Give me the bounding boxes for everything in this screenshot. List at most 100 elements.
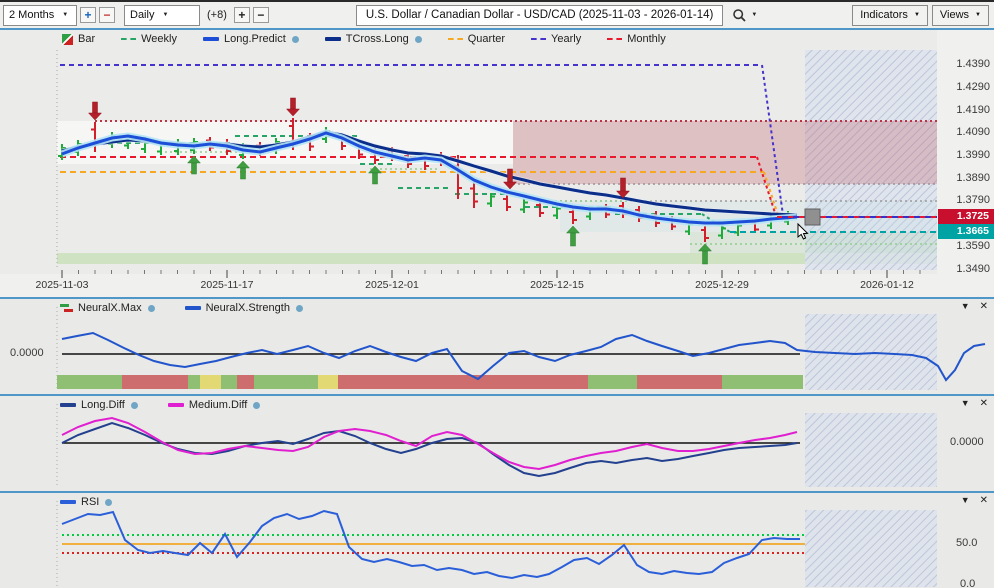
- price-axis-label: 1.4390: [956, 58, 990, 70]
- price-legend-item-monthly[interactable]: Monthly: [607, 33, 666, 45]
- resistance-zone: [513, 121, 937, 184]
- indicators-button[interactable]: Indicators ▼: [852, 4, 928, 26]
- chevron-down-icon[interactable]: ▼: [751, 12, 758, 18]
- line-swatch-icon: [167, 403, 184, 407]
- buy-arrow-8: [697, 243, 713, 265]
- medium-diff-line: [61, 416, 798, 471]
- diff-legend-item-long-diff[interactable]: Long.Diff: [60, 399, 138, 411]
- info-icon[interactable]: [291, 35, 299, 43]
- neuralx-legend-item-neuralx-max[interactable]: NeuralX.Max: [60, 302, 155, 314]
- rsi-0-label: 0.0: [960, 578, 976, 588]
- price-legend-item-weekly[interactable]: Weekly: [121, 33, 177, 45]
- neuralx-legend-item-neuralx-strength[interactable]: NeuralX.Strength: [184, 302, 303, 314]
- line-swatch-icon: [184, 306, 201, 310]
- price-legend-item-quarter[interactable]: Quarter: [447, 33, 505, 45]
- date-axis-label: 2026-01-12: [860, 279, 914, 291]
- legend-label: Weekly: [141, 33, 177, 45]
- price-bar-31: [569, 208, 577, 224]
- date-axis-label: 2025-11-17: [200, 279, 254, 291]
- price-legend-item-yearly[interactable]: Yearly: [531, 33, 581, 45]
- views-button[interactable]: Views ▼: [931, 4, 989, 26]
- neuralx-strip-segment-7: [318, 375, 338, 389]
- interval-select[interactable]: Daily ▼: [124, 4, 200, 26]
- info-icon[interactable]: [105, 498, 113, 506]
- collapse-panel-icon[interactable]: ▼: [960, 495, 970, 505]
- neuralx-chart-canvas[interactable]: [0, 299, 994, 394]
- neuralx-strip-segment-6: [254, 375, 318, 389]
- neuralx-strip-segment-11: [722, 375, 803, 389]
- diff-legend: Long.Diff Medium.Diff: [60, 399, 261, 411]
- toolbar-right-group: Indicators ▼ Views ▼: [852, 4, 991, 26]
- price-legend-item-tcross-long[interactable]: TCross.Long: [324, 33, 422, 45]
- separator: [0, 28, 994, 30]
- legend-label: Medium.Diff: [188, 399, 248, 411]
- price-legend-item-long-predict[interactable]: Long.Predict: [203, 33, 299, 45]
- info-icon[interactable]: [253, 401, 261, 409]
- collapse-panel-icon[interactable]: ▼: [960, 398, 970, 408]
- diff-legend-item-medium-diff[interactable]: Medium.Diff: [167, 399, 261, 411]
- dashed-line-icon: [607, 38, 623, 40]
- long-predict-line: [61, 131, 798, 225]
- dashed-line-icon: [121, 38, 137, 40]
- level-drop-2: [756, 156, 777, 217]
- search-control[interactable]: ▼: [732, 8, 757, 23]
- info-icon[interactable]: [295, 304, 303, 312]
- interval-select-value: Daily: [130, 9, 155, 21]
- sell-arrow-0: [87, 101, 103, 121]
- rsi-50-label: 50.0: [956, 537, 978, 549]
- separator: [0, 394, 994, 396]
- legend-label: NeuralX.Max: [78, 302, 142, 314]
- neuralx-strip-segment-8: [338, 375, 588, 389]
- price-axis-label: 1.4090: [956, 126, 990, 138]
- date-axis-label: 2025-12-29: [695, 279, 749, 291]
- price-axis-label: 1.3990: [956, 149, 990, 161]
- price-legend-item-bar[interactable]: Bar: [62, 33, 95, 45]
- rsi-chart-canvas[interactable]: [0, 493, 994, 588]
- close-panel-icon[interactable]: ✕: [979, 301, 988, 312]
- info-icon[interactable]: [130, 401, 138, 409]
- support-tint-zone: [690, 232, 937, 253]
- chevron-down-icon: ▼: [62, 12, 69, 18]
- date-axis-label: 2025-11-03: [35, 279, 89, 291]
- neuralx-zero-label: 0.0000: [10, 347, 44, 359]
- remove-prediction-button[interactable]: −: [252, 7, 269, 23]
- range-select[interactable]: 2 Months ▼: [3, 4, 77, 26]
- main-price-chart-section: Bar Weekly Long.Predict TCross.Long Quarter Y…: [0, 30, 994, 297]
- close-panel-icon[interactable]: ✕: [979, 398, 988, 409]
- neuralx-strip-segment-2: [188, 375, 200, 389]
- neuralx-strip-segment-4: [221, 375, 237, 389]
- chevron-down-icon: ▼: [975, 12, 981, 18]
- diff-chart-canvas[interactable]: [0, 396, 994, 491]
- level-drop-0: [761, 64, 784, 216]
- zoom-in-button[interactable]: +: [80, 7, 96, 23]
- legend-label: Long.Predict: [224, 33, 286, 45]
- prediction-zone-column: [805, 413, 937, 487]
- price-chart-canvas[interactable]: [0, 30, 994, 297]
- level-drop-1: [763, 171, 779, 216]
- panel-controls: ▼ ✕: [961, 301, 988, 312]
- separator: [0, 491, 994, 493]
- long-diff-line: [61, 421, 798, 478]
- bar-style-icon: [62, 33, 73, 45]
- price-bar-28: [520, 199, 528, 213]
- search-icon[interactable]: [732, 8, 747, 23]
- support-zone-band: [57, 253, 937, 264]
- add-prediction-button[interactable]: +: [233, 7, 250, 23]
- price-bar-40: [718, 225, 726, 239]
- close-panel-icon[interactable]: ✕: [979, 495, 988, 506]
- legend-label: RSI: [81, 496, 100, 508]
- price-bar-26: [487, 193, 495, 207]
- buy-arrow-4: [186, 155, 202, 175]
- neuralx-strip-segment-5: [237, 375, 254, 389]
- rsi-legend-item-rsi[interactable]: RSI: [60, 496, 113, 508]
- info-icon[interactable]: [414, 35, 422, 43]
- zoom-out-button[interactable]: −: [99, 7, 115, 23]
- sell-arrow-1: [285, 97, 301, 117]
- neuralx-legend: NeuralX.Max NeuralX.Strength: [60, 302, 303, 314]
- symbol-title-box[interactable]: U.S. Dollar / Canadian Dollar - USD/CAD …: [355, 4, 724, 26]
- info-icon[interactable]: [147, 304, 155, 312]
- drag-handle[interactable]: [804, 208, 821, 226]
- collapse-panel-icon[interactable]: ▼: [960, 301, 970, 311]
- dashed-line-icon: [531, 38, 547, 40]
